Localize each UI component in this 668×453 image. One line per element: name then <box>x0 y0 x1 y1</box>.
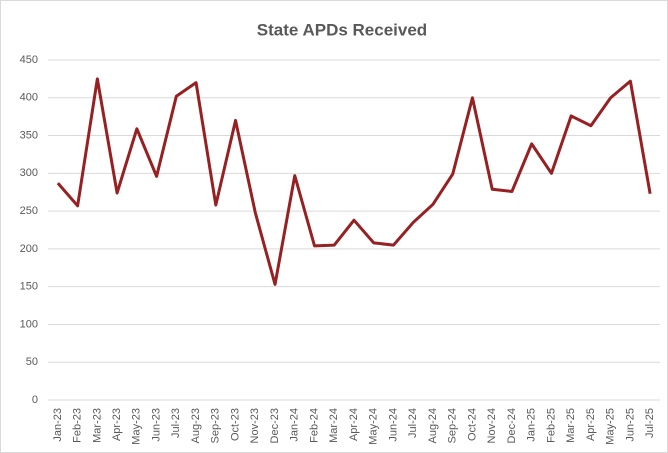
x-tick-label: Oct-23 <box>229 408 241 441</box>
x-tick-label: Apr-25 <box>585 408 597 441</box>
x-tick-label: Jun-25 <box>624 408 636 442</box>
x-tick-label: Feb-25 <box>545 408 557 443</box>
x-tick-label: Sep-24 <box>447 408 459 443</box>
x-tick-label: May-23 <box>131 408 143 445</box>
x-tick-label: Jan-25 <box>526 408 538 442</box>
x-tick-label: Jul-25 <box>644 408 656 438</box>
x-tick-label: Jun-24 <box>387 408 399 442</box>
y-tick-label: 350 <box>20 129 38 141</box>
x-tick-label: May-24 <box>368 408 380 445</box>
x-tick-label: Feb-23 <box>72 408 84 443</box>
x-tick-label: Nov-23 <box>249 408 261 443</box>
y-tick-label: 450 <box>20 54 38 66</box>
x-tick-label: Apr-23 <box>111 408 123 441</box>
y-tick-label: 50 <box>26 356 38 368</box>
x-tick-label: Dec-24 <box>506 408 518 443</box>
y-tick-label: 150 <box>20 281 38 293</box>
chart-title: State APDs Received <box>257 20 427 39</box>
x-tick-label: Aug-24 <box>427 408 439 443</box>
x-tick-label: Mar-23 <box>91 408 103 443</box>
x-tick-label: Jan-23 <box>52 408 64 442</box>
x-tick-label: Dec-23 <box>269 408 281 443</box>
y-tick-label: 0 <box>32 394 38 406</box>
x-tick-label: Jan-24 <box>289 408 301 442</box>
y-tick-label: 300 <box>20 167 38 179</box>
x-tick-label: Oct-24 <box>466 408 478 441</box>
x-tick-label: Sep-23 <box>210 408 222 443</box>
y-tick-label: 200 <box>20 243 38 255</box>
x-tick-label: Aug-23 <box>190 408 202 443</box>
x-tick-label: Jul-23 <box>170 408 182 438</box>
x-tick-label: Mar-25 <box>565 408 577 443</box>
x-tick-label: Nov-24 <box>486 408 498 443</box>
x-tick-label: May-25 <box>605 408 617 445</box>
x-tick-label: Jun-23 <box>150 408 162 442</box>
y-tick-label: 100 <box>20 318 38 330</box>
x-tick-label: Apr-24 <box>348 408 360 441</box>
data-line <box>56 77 652 286</box>
x-tick-label: Jul-24 <box>407 408 419 438</box>
x-tick-label: Mar-24 <box>328 408 340 443</box>
x-tick-label: Feb-24 <box>308 408 320 443</box>
y-tick-label: 250 <box>20 205 38 217</box>
y-tick-label: 400 <box>20 92 38 104</box>
